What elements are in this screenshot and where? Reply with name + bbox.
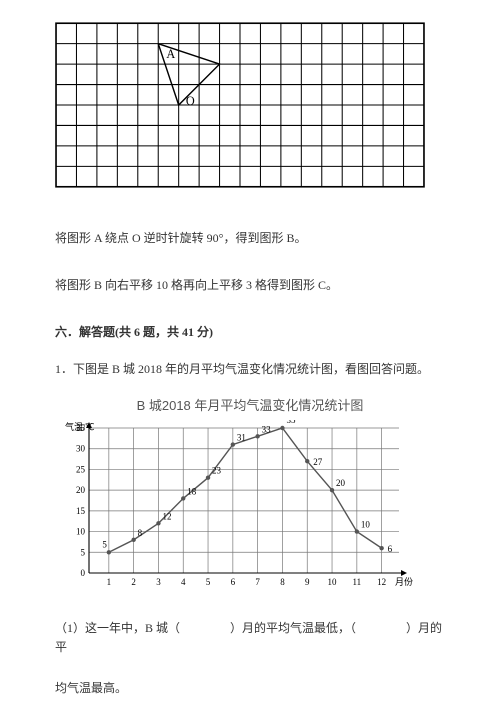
sub-question-1-line1: （1）这一年中，B 城（）月的平均气温最低，（）月的平	[55, 619, 445, 657]
svg-text:3: 3	[156, 577, 161, 587]
subq1-prefix: （1）这一年中，B 城（	[55, 621, 180, 635]
svg-text:12: 12	[162, 511, 171, 521]
temperature-chart: B 城2018 年月平均气温变化情况统计图 051015202530351234…	[55, 395, 445, 599]
svg-text:10: 10	[76, 526, 86, 536]
instruction-1: 将图形 A 绕点 O 逆时针旋转 90°，得到图形 B。	[55, 229, 445, 248]
svg-text:15: 15	[76, 505, 86, 515]
svg-text:12: 12	[377, 577, 386, 587]
svg-text:气温/℃: 气温/℃	[65, 421, 95, 432]
svg-text:20: 20	[336, 478, 346, 488]
svg-text:20: 20	[76, 485, 86, 495]
svg-text:33: 33	[262, 424, 272, 434]
svg-text:9: 9	[305, 577, 310, 587]
question-1-text: 1．下图是 B 城 2018 年的月平均气温变化情况统计图，看图回答问题。	[55, 360, 445, 379]
sub-question-1-line2: 均气温最高。	[55, 679, 445, 698]
svg-text:O: O	[186, 94, 195, 108]
svg-text:4: 4	[181, 577, 186, 587]
section-6-header: 六．解答题(共 6 题，共 41 分)	[55, 323, 445, 340]
svg-text:35: 35	[286, 420, 296, 425]
svg-text:6: 6	[231, 577, 236, 587]
svg-text:5: 5	[206, 577, 211, 587]
svg-text:8: 8	[138, 527, 143, 537]
svg-text:0: 0	[81, 568, 86, 578]
svg-text:27: 27	[313, 457, 323, 467]
svg-text:5: 5	[102, 539, 107, 549]
svg-text:31: 31	[237, 432, 246, 442]
svg-text:11: 11	[353, 577, 362, 587]
grid-svg: AO	[55, 20, 425, 190]
svg-text:10: 10	[328, 577, 338, 587]
chart-title: B 城2018 年月平均气温变化情况统计图	[55, 395, 445, 414]
svg-text:18: 18	[187, 486, 197, 496]
svg-text:7: 7	[255, 577, 260, 587]
svg-text:25: 25	[76, 464, 86, 474]
svg-text:月份: 月份	[395, 576, 413, 587]
svg-text:1: 1	[107, 577, 112, 587]
svg-text:A: A	[166, 47, 175, 61]
svg-text:8: 8	[280, 577, 285, 587]
svg-text:30: 30	[76, 443, 86, 453]
rotation-grid-figure: AO	[55, 20, 445, 194]
subq1-mid: ）月的平均气温最低，（	[230, 621, 356, 635]
svg-text:10: 10	[361, 519, 371, 529]
chart-svg: 05101520253035123456789101112气温/℃月份58121…	[55, 420, 425, 595]
svg-text:23: 23	[212, 465, 222, 475]
svg-text:6: 6	[388, 544, 393, 554]
svg-text:2: 2	[131, 577, 136, 587]
svg-text:5: 5	[81, 547, 86, 557]
instruction-2: 将图形 B 向右平移 10 格再向上平移 3 格得到图形 C。	[55, 276, 445, 295]
